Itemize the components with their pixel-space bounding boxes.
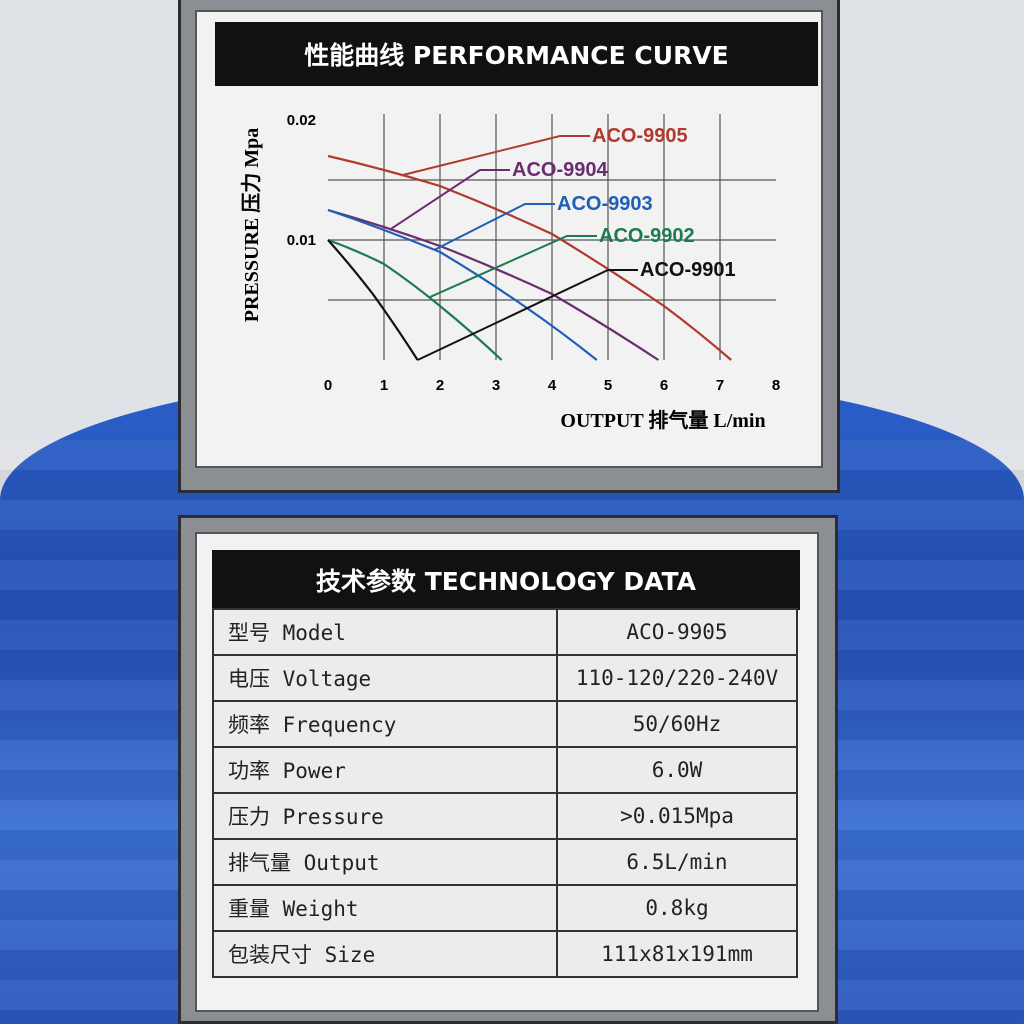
- x-tick-label: 0: [324, 377, 332, 394]
- x-tick-label: 5: [604, 377, 612, 394]
- series-line-aco-9903: [327, 208, 598, 361]
- row-value: 50/60Hz: [556, 700, 798, 748]
- chart-title: 性能曲线 PERFORMANCE CURVE: [215, 22, 818, 86]
- leader-line: [389, 169, 510, 231]
- series-label: ACO-9903: [557, 193, 653, 215]
- series-line-aco-9905: [327, 154, 732, 361]
- chart-inner: [195, 10, 823, 468]
- row-label: 重量 Weight: [212, 884, 558, 932]
- x-tick-label: 4: [548, 377, 557, 394]
- x-tick-label: 8: [772, 377, 780, 394]
- row-label: 排气量 Output: [212, 838, 558, 886]
- series-label: ACO-9901: [640, 259, 736, 281]
- series-label: ACO-9902: [599, 225, 695, 247]
- row-label: 功率 Power: [212, 746, 558, 794]
- x-tick-label: 6: [660, 377, 668, 394]
- series-line-aco-9902: [327, 238, 503, 361]
- row-value: 110-120/220-240V: [556, 654, 798, 702]
- row-value: ACO-9905: [556, 608, 798, 656]
- x-tick-label: 7: [716, 377, 724, 394]
- row-label: 压力 Pressure: [212, 792, 558, 840]
- table-row: 电压 Voltage 110-120/220-240V: [212, 654, 798, 702]
- table-row: 重量 Weight 0.8kg: [212, 884, 798, 932]
- series-line-aco-9901: [327, 239, 419, 361]
- row-value: 0.8kg: [556, 884, 798, 932]
- table-row: 频率 Frequency 50/60Hz: [212, 700, 798, 748]
- leader-line: [417, 269, 638, 361]
- row-value: >0.015Mpa: [556, 792, 798, 840]
- y-tick-label: 0.02: [287, 112, 316, 129]
- row-label: 包装尺寸 Size: [212, 930, 558, 978]
- performance-chart: ACO-9905 ACO-9904 ACO-9903 ACO-9902 ACO-9901…: [240, 112, 780, 432]
- row-value: 111x81x191mm: [556, 930, 798, 978]
- table-row: 包装尺寸 Size 111x81x191mm: [212, 930, 798, 978]
- x-tick-label: 1: [380, 377, 388, 394]
- leader-line: [400, 135, 590, 177]
- table-row: 压力 Pressure >0.015Mpa: [212, 792, 798, 840]
- x-tick-label: 3: [492, 377, 500, 394]
- y-tick-label: 0.01: [287, 232, 316, 249]
- spec-table: 型号 Model ACO-9905 电压 Voltage 110-120/220-24…: [212, 608, 798, 978]
- x-tick-label: 2: [436, 377, 444, 394]
- row-value: 6.0W: [556, 746, 798, 794]
- series-label: ACO-9904: [512, 159, 608, 181]
- row-label: 频率 Frequency: [212, 700, 558, 748]
- series-label: ACO-9905: [592, 125, 688, 147]
- leader-line: [433, 203, 555, 251]
- table-title: 技术参数 TECHNOLOGY DATA: [212, 550, 800, 610]
- row-label: 型号 Model: [212, 608, 558, 656]
- table-row: 功率 Power 6.0W: [212, 746, 798, 794]
- table-row: 型号 Model ACO-9905: [212, 608, 798, 656]
- row-value: 6.5L/min: [556, 838, 798, 886]
- table-row: 排气量 Output 6.5L/min: [212, 838, 798, 886]
- leader-line: [428, 235, 597, 299]
- x-axis-label: OUTPUT 排气量 L/min: [560, 408, 765, 432]
- y-axis-label: PRESSURE 压力 Mpa: [240, 128, 263, 322]
- series-line-aco-9904: [327, 208, 660, 361]
- row-label: 电压 Voltage: [212, 654, 558, 702]
